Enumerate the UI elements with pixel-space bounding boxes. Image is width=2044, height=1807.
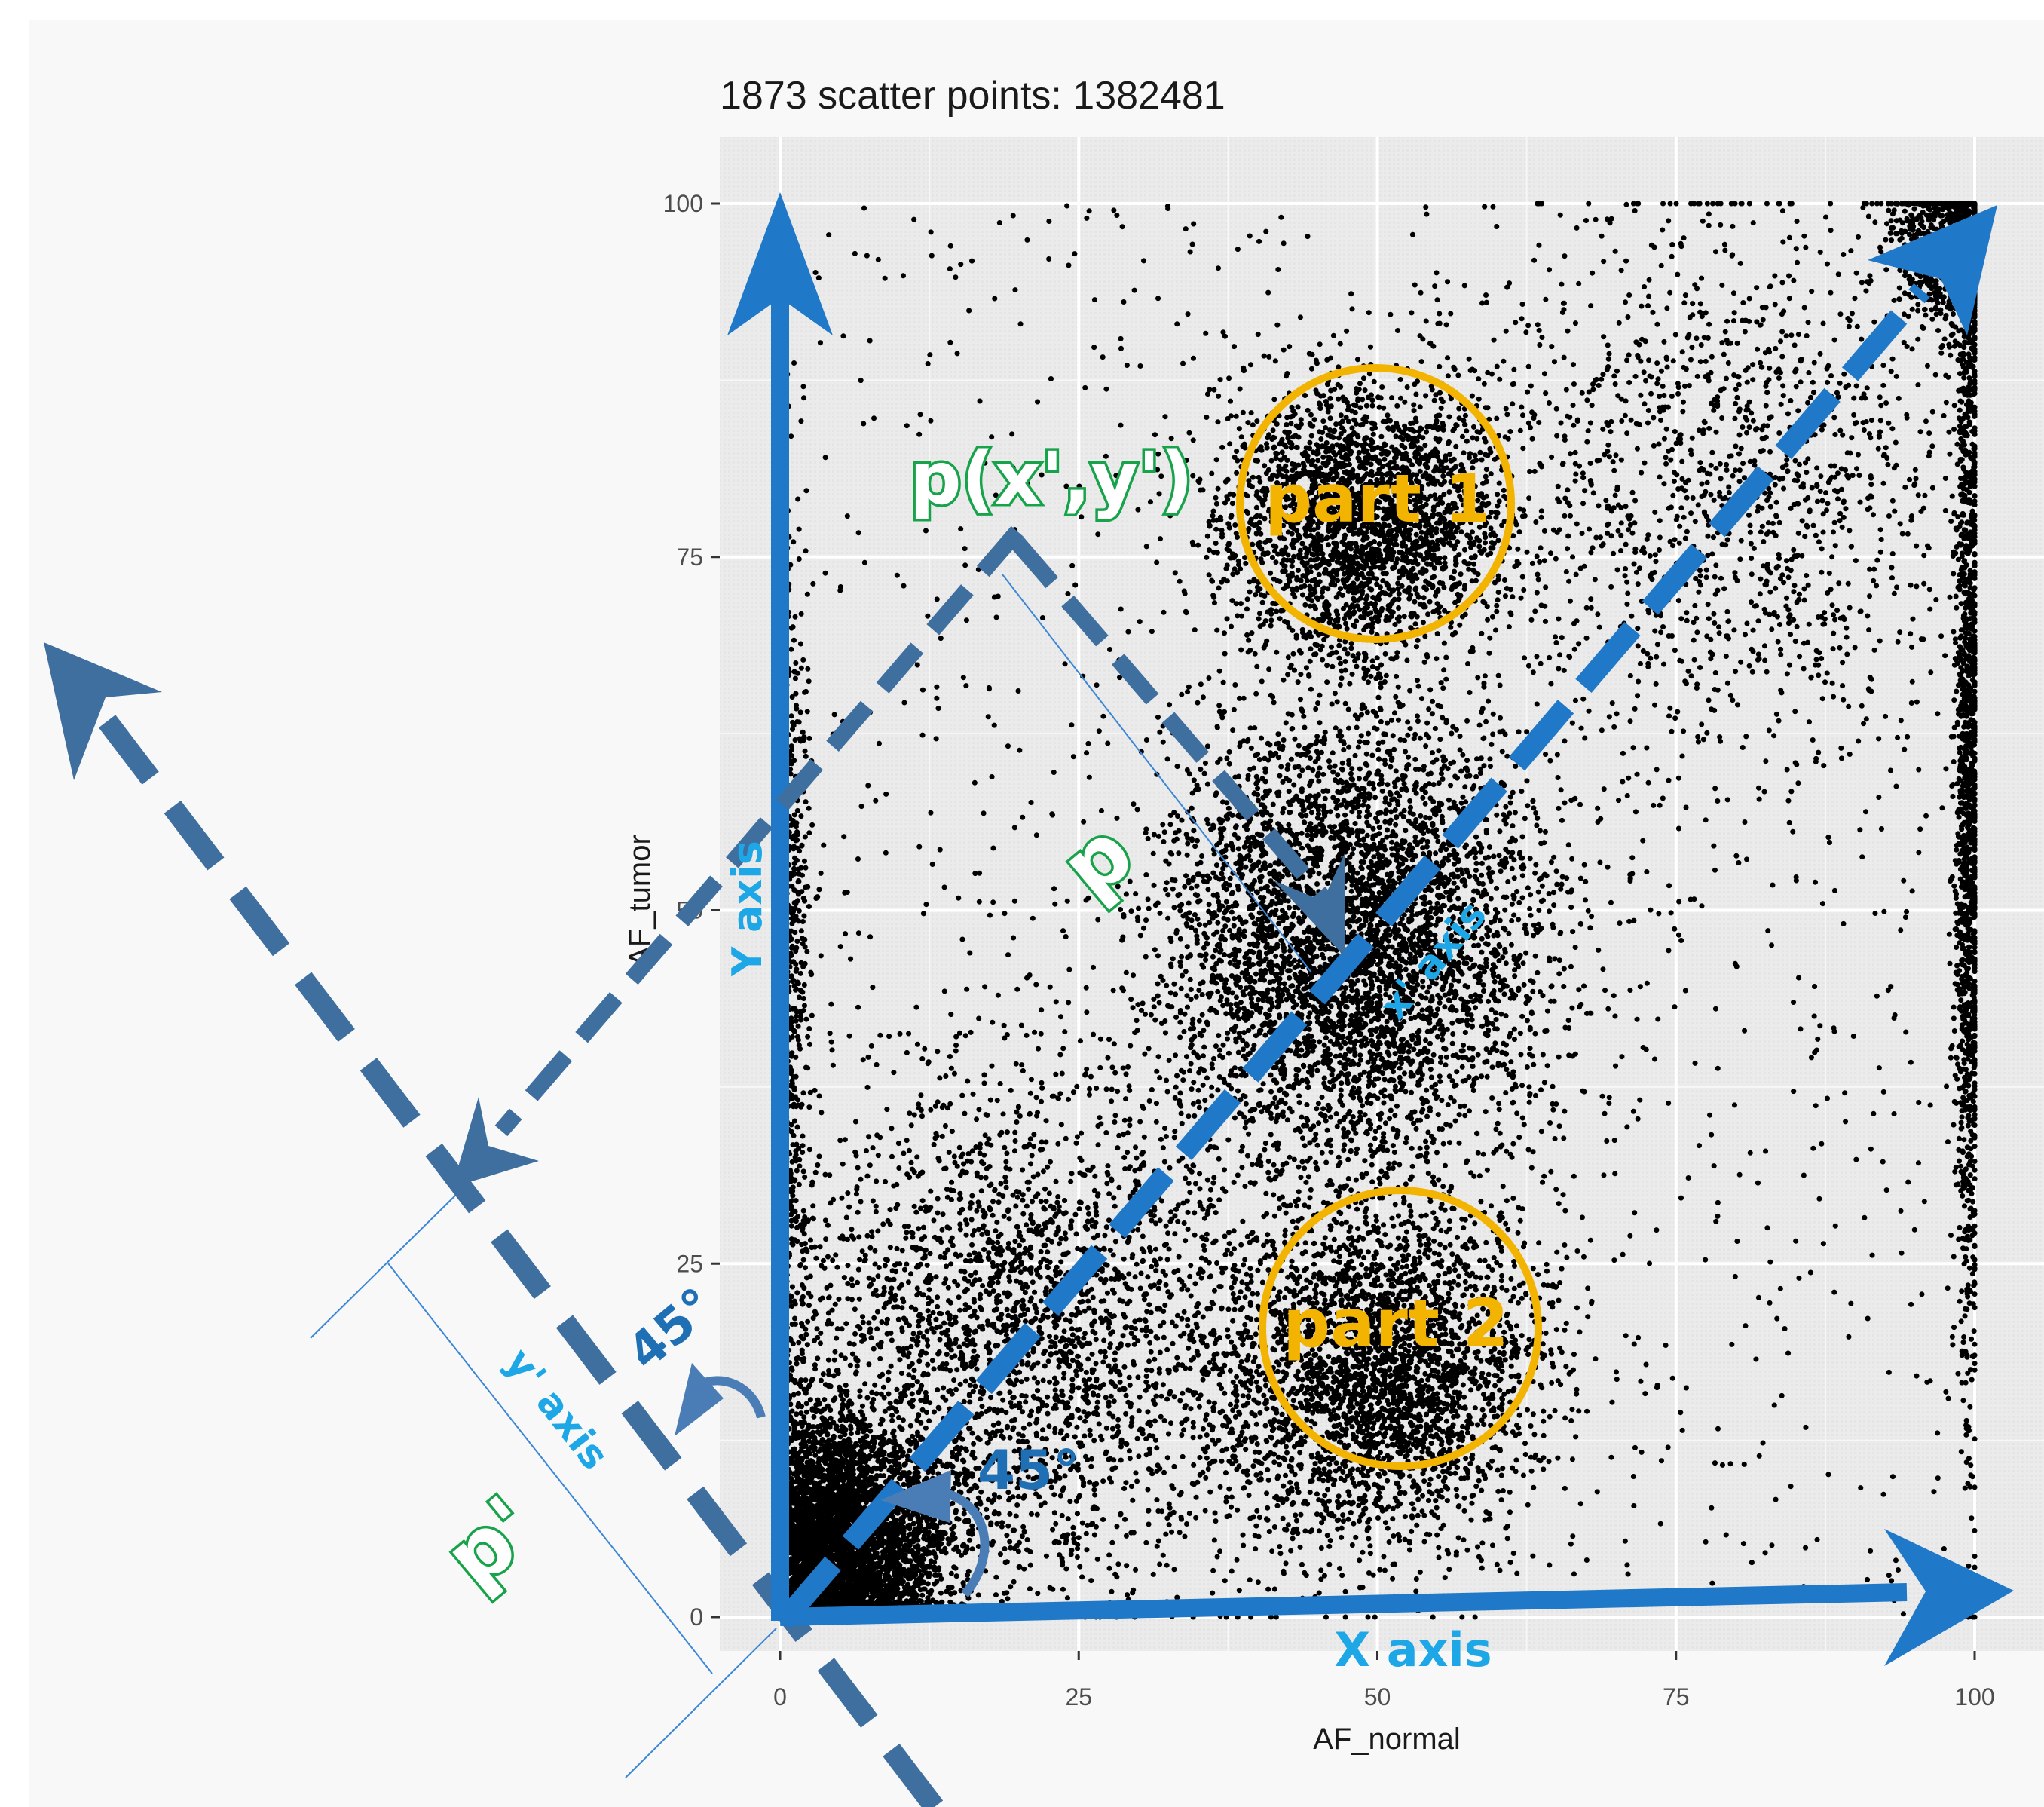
x-axis-arrow [779,1529,2014,1666]
y-axis-arrow [727,192,833,1621]
part2-label: part 2 [1283,1285,1509,1362]
y-tick-label: 100 [663,190,703,217]
projection-to-x-prime [1011,537,1345,957]
part1-label: part 1 [1265,460,1491,538]
angle-label-2: 45° [978,1438,1080,1502]
rotation-arrow-1 [934,1487,990,1597]
x-tick-label: 75 [1663,1683,1690,1711]
y-tick-label: 75 [676,544,703,571]
x-tick-label: 100 [1954,1683,1994,1711]
x-tick-label: 50 [1364,1683,1391,1711]
x-axis-ticks: 0 25 50 75 100 [773,1651,1995,1711]
x-tick-label: 25 [1065,1683,1092,1711]
y-tick-label: 0 [690,1603,703,1631]
part1-circle [1236,364,1515,643]
x-axis-label: X axis [1334,1622,1492,1677]
rotation-arrow-1-head [880,1470,951,1523]
x-axis-title: AF_normal [1313,1723,1461,1756]
x-tick-label: 0 [773,1683,787,1711]
projection-to-y-prime [452,525,1024,1187]
chart-title: 1873 scatter points: 1382481 [720,74,1225,118]
x-prime-axis-arrow [776,205,1997,1628]
point-label: p(x',y') [910,436,1193,521]
part2-circle [1259,1187,1542,1470]
y-tick-label: 25 [676,1250,703,1277]
y-axis-label: Y axis [724,841,771,977]
reference-lines [310,574,1312,1778]
rotation-arrow-2-head [675,1363,724,1436]
